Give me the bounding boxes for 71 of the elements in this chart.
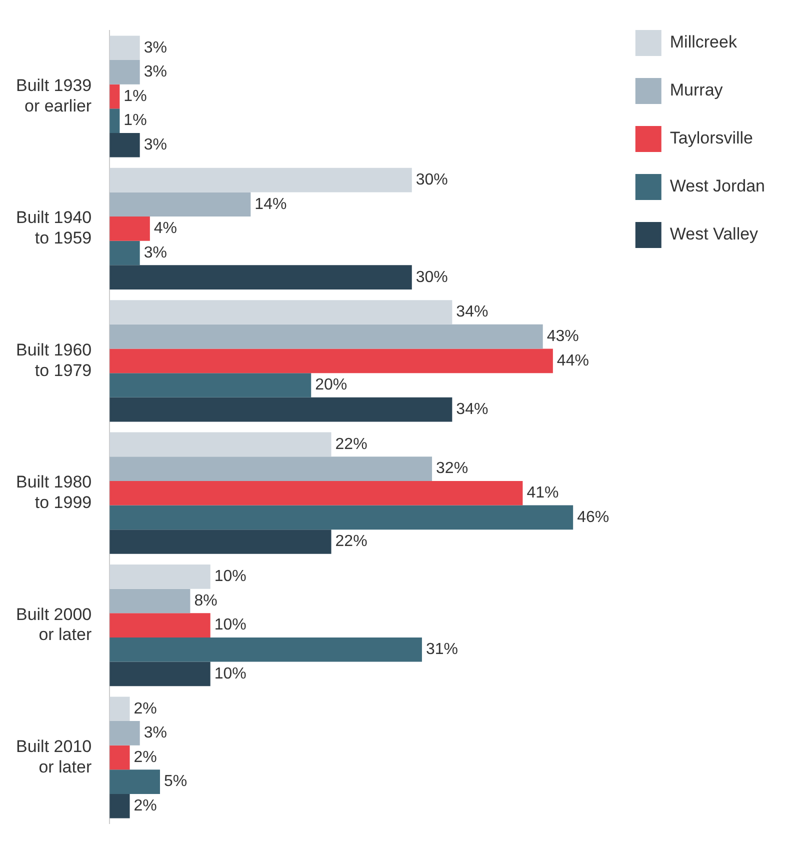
data-label: 30% [416, 171, 448, 188]
bar [110, 480, 523, 506]
data-label: 1% [124, 88, 147, 105]
legend-label: Taylorsville [670, 128, 754, 148]
data-label: 34% [456, 304, 488, 321]
bar [110, 84, 120, 109]
bar [110, 456, 432, 481]
data-label: 2% [134, 798, 157, 815]
bar [110, 300, 452, 324]
bar [110, 696, 130, 722]
bar [110, 721, 140, 746]
data-label: 3% [144, 244, 167, 262]
y-tick-label: Built 1939 or earlier [16, 76, 92, 116]
data-label: 2% [134, 748, 157, 766]
bar [110, 662, 210, 686]
y-tick-label: Built 2010 or later [16, 736, 92, 776]
legend-label: West Valley [670, 224, 759, 244]
bar [110, 168, 412, 192]
data-label: 22% [335, 436, 368, 453]
data-label: 10% [214, 616, 246, 634]
data-label: 3% [144, 724, 167, 742]
bar [110, 397, 452, 422]
bar [110, 324, 543, 349]
bar [110, 588, 190, 614]
data-label: 8% [194, 592, 218, 610]
bar [110, 108, 120, 133]
bar [110, 794, 130, 818]
legend-label: Millcreek [670, 32, 738, 52]
bar [110, 216, 150, 241]
data-label: 32% [436, 460, 468, 478]
data-label: 20% [315, 376, 348, 394]
bar [110, 132, 140, 158]
bar [110, 530, 332, 554]
data-label: 46% [577, 508, 610, 526]
bar [110, 505, 574, 530]
data-label: 43% [546, 328, 579, 345]
data-label: 3% [144, 64, 167, 81]
data-label: 34% [456, 400, 488, 418]
bar [110, 192, 251, 217]
y-tick-label: Built 1980 to 1999 [16, 472, 92, 512]
bar [110, 348, 553, 374]
data-label: 30% [416, 268, 448, 286]
bar [110, 613, 210, 638]
data-label: 44% [556, 352, 589, 370]
bar [110, 432, 332, 457]
data-label: 22% [335, 533, 368, 550]
bar [110, 36, 140, 60]
bar [110, 373, 312, 398]
y-tick-label: Built 1940 to 1959 [16, 208, 92, 248]
data-label: 4% [154, 220, 178, 238]
bar [110, 770, 160, 794]
bar [110, 745, 130, 770]
data-label: 2% [134, 700, 157, 718]
legend-label: Murray [670, 80, 724, 100]
bar [110, 60, 140, 84]
data-label: 3% [144, 136, 167, 154]
legend-label: West Jordan [670, 176, 766, 196]
data-label: 41% [526, 484, 559, 502]
y-tick-label: Built 2000 or later [16, 604, 92, 644]
bar [110, 240, 140, 266]
bar [110, 564, 210, 589]
data-label: 10% [214, 665, 246, 682]
y-tick-label: Built 1960 to 1979 [16, 340, 92, 380]
data-label: 5% [164, 773, 188, 790]
data-label: 31% [426, 641, 458, 658]
data-label: 14% [254, 196, 287, 213]
data-label: 3% [144, 39, 167, 56]
bar [110, 265, 412, 290]
data-label: 10% [214, 568, 246, 586]
bar [110, 637, 422, 662]
data-label: 1% [124, 112, 147, 130]
